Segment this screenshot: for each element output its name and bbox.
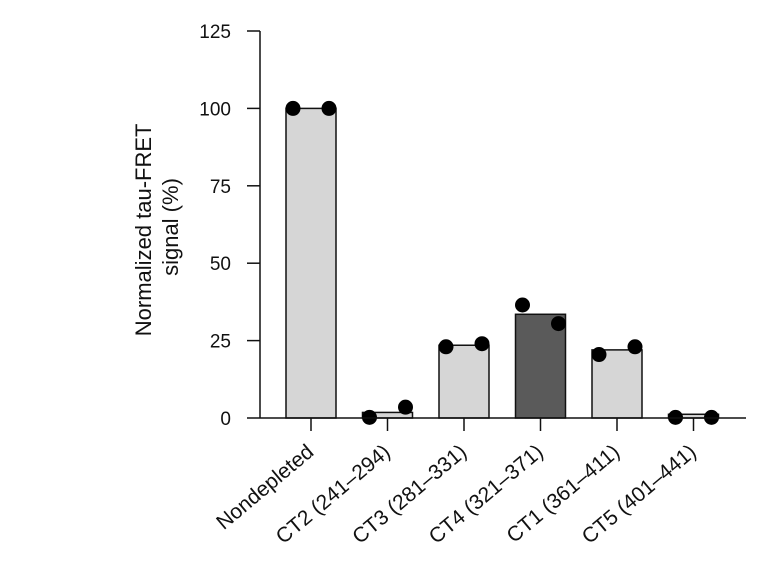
data-point <box>474 336 490 352</box>
data-point <box>627 339 643 355</box>
y-tick-label: 125 <box>199 22 231 43</box>
y-tick-label: 75 <box>210 177 231 198</box>
data-point <box>321 100 337 116</box>
y-axis-title-line-2: signal (%) <box>158 178 183 276</box>
data-points <box>285 100 719 425</box>
data-point <box>398 399 413 415</box>
y-tick-label: 0 <box>220 409 231 430</box>
y-tick-label: 25 <box>210 332 231 353</box>
data-point <box>591 347 607 363</box>
y-tick-label: 100 <box>199 99 231 120</box>
data-point <box>515 297 530 313</box>
data-point <box>551 316 566 332</box>
data-point <box>438 339 454 355</box>
y-axis-title: Normalized tau-FRET signal (%) <box>131 118 183 336</box>
bar <box>285 107 337 419</box>
bars <box>285 107 720 419</box>
bar <box>438 344 490 419</box>
data-point <box>285 100 301 116</box>
y-tick-label: 50 <box>210 254 231 275</box>
y-axis: 0 25 50 75 100 125 <box>199 22 261 430</box>
y-axis-title-line-1: Normalized tau-FRET <box>131 124 156 336</box>
